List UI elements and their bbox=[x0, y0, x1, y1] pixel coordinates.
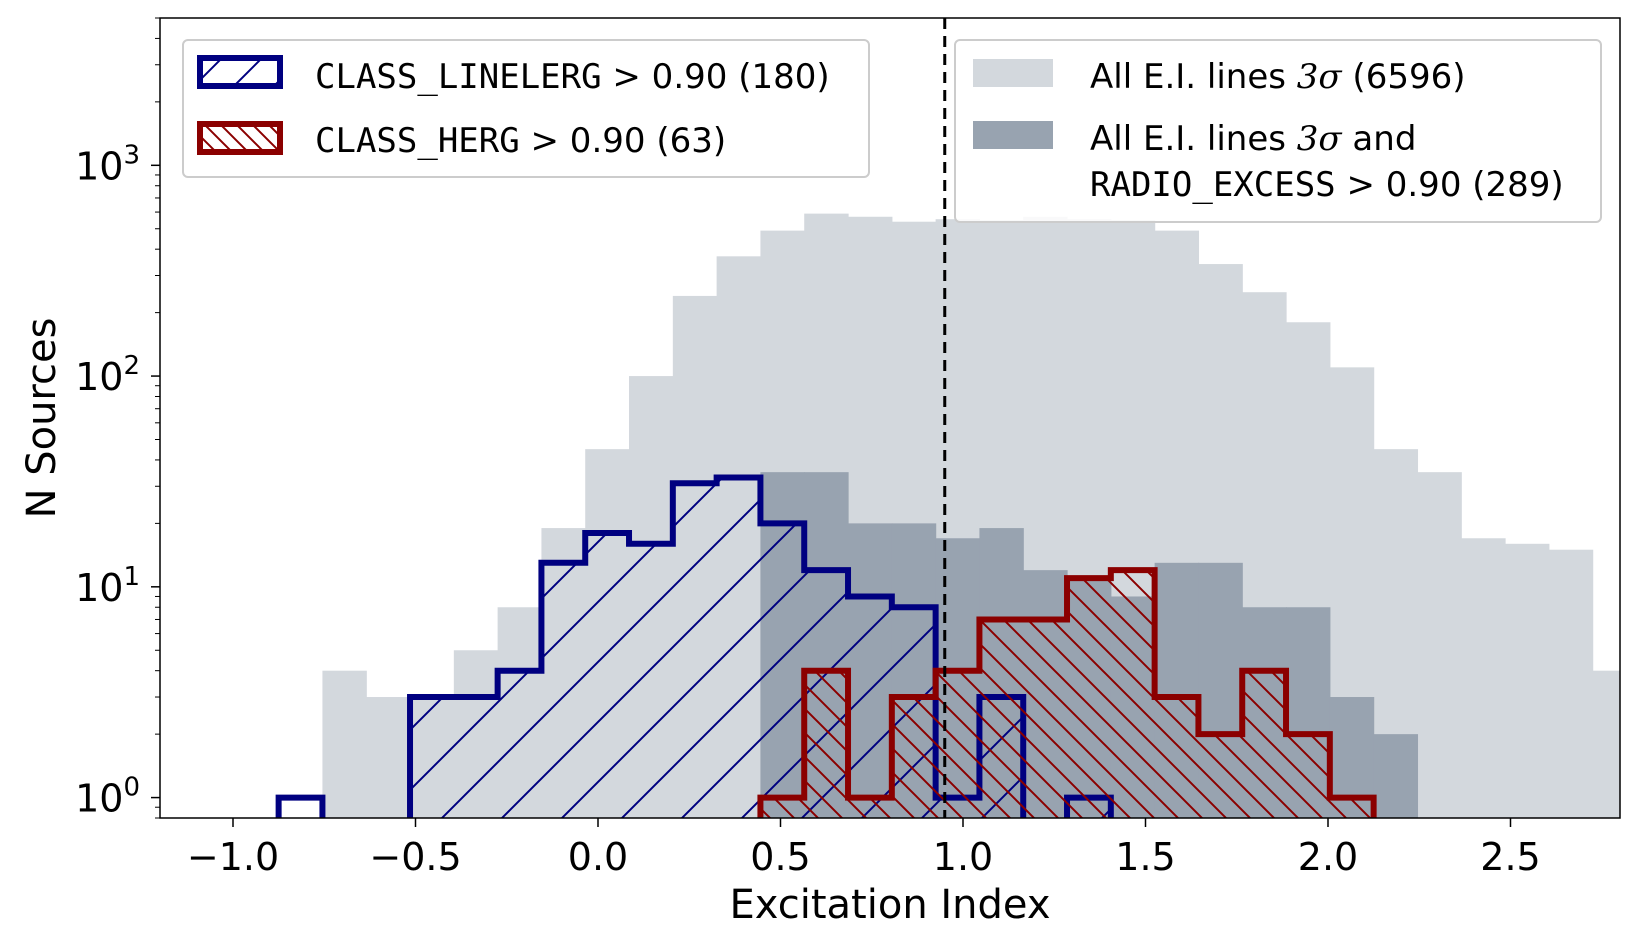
y-tick-label: 101 bbox=[75, 562, 140, 610]
y-axis-label: N Sources bbox=[19, 318, 65, 519]
x-axis-label: Excitation Index bbox=[730, 882, 1051, 928]
all-lines-bin bbox=[1505, 543, 1550, 818]
all-lines-bin bbox=[366, 697, 411, 818]
legend-swatch-linelerg bbox=[197, 55, 283, 89]
x-tick-label: 0.5 bbox=[750, 835, 810, 879]
x-tick-label: −0.5 bbox=[369, 835, 461, 879]
x-tick-label: 2.5 bbox=[1480, 835, 1540, 879]
radio-excess-bin bbox=[1373, 734, 1419, 818]
legend-left: CLASS_LINELERG > 0.90 (180) CLASS_HERG >… bbox=[182, 39, 870, 178]
legend-swatch-herg bbox=[197, 121, 283, 155]
all-lines-bin bbox=[1417, 472, 1462, 818]
all-lines-bin bbox=[1548, 549, 1594, 818]
x-tick-label: −1.0 bbox=[187, 835, 279, 879]
y-tick-label: 102 bbox=[75, 351, 140, 399]
legend-right-frame bbox=[954, 39, 1602, 223]
x-tick-label: 1.5 bbox=[1115, 835, 1175, 879]
herg-step bbox=[757, 567, 1377, 818]
all-lines-bin bbox=[1592, 670, 1620, 818]
legend-label-herg: CLASS_HERG > 0.90 (63) bbox=[315, 121, 726, 161]
legend-label-linelerg: CLASS_LINELERG > 0.90 (180) bbox=[315, 57, 830, 97]
legend-label-all: All E.I. lines 3σ (6596) bbox=[1090, 57, 1466, 97]
legend-label-radio-line2: RADIO_EXCESS > 0.90 (289) bbox=[1090, 165, 1564, 205]
y-tick-label: 103 bbox=[75, 140, 140, 188]
herg-hatch bbox=[760, 570, 1374, 818]
x-tick-label: 0.0 bbox=[568, 835, 628, 879]
linelerg-hatch bbox=[410, 477, 1024, 818]
all-lines-bin bbox=[1461, 538, 1506, 818]
legend-swatch-all bbox=[973, 59, 1053, 87]
legend-left-frame bbox=[182, 39, 870, 178]
y-tick-label: 100 bbox=[75, 773, 140, 821]
all-lines-bin bbox=[322, 670, 367, 818]
x-tick-label: 1.0 bbox=[933, 835, 993, 879]
plot-frame bbox=[159, 17, 1621, 819]
linelerg-hatch bbox=[278, 797, 323, 818]
x-tick-label: 2.0 bbox=[1298, 835, 1358, 879]
legend-right: All E.I. lines 3σ (6596) All E.I. lines … bbox=[954, 39, 1602, 223]
legend-label-radio-line1: All E.I. lines 3σ and bbox=[1090, 119, 1416, 159]
legend-swatch-radio bbox=[973, 121, 1053, 149]
